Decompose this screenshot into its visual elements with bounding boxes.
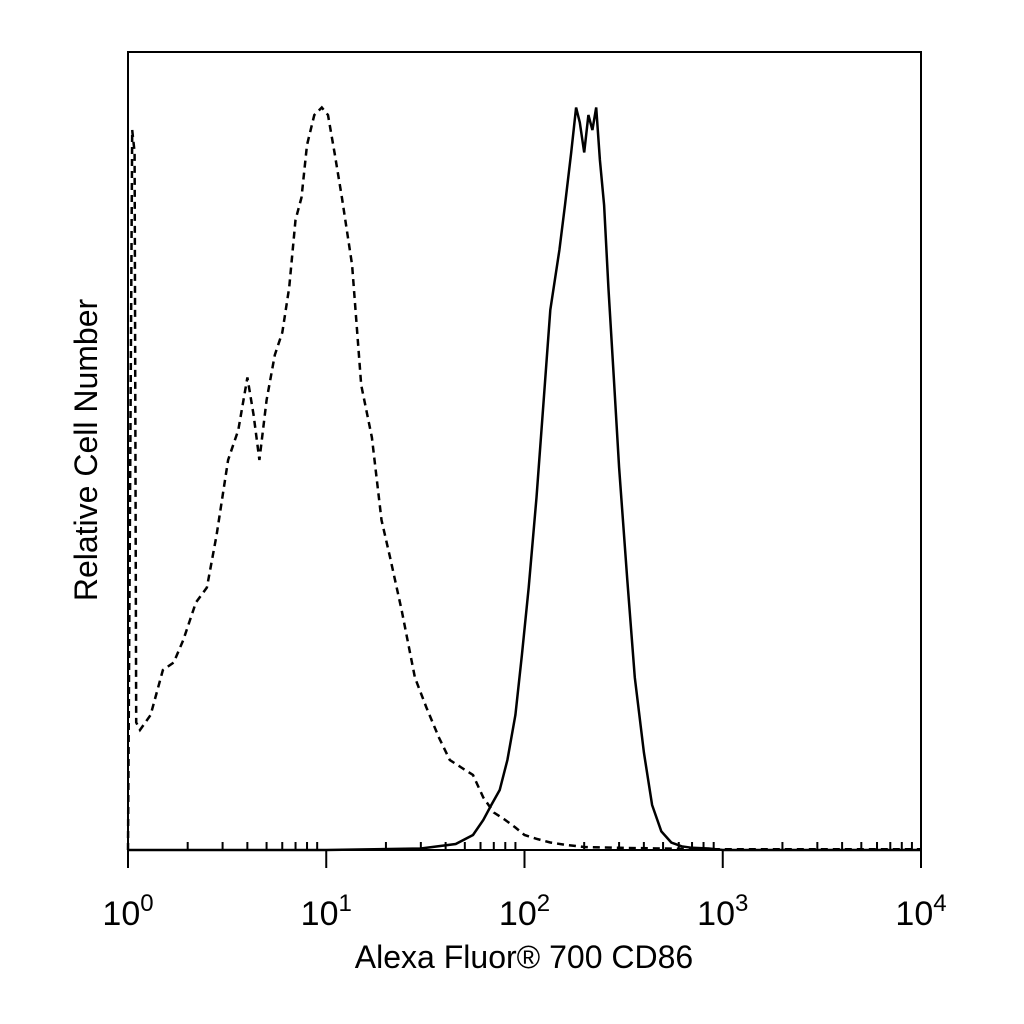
x-tick-label: 100 — [102, 890, 153, 933]
solid-histogram-line — [128, 107, 921, 852]
plot-frame — [127, 51, 922, 851]
x-tick-label: 101 — [301, 890, 352, 933]
x-tick-label: 102 — [499, 890, 550, 933]
x-tick-labels: 100 101 102 103 104 — [102, 890, 946, 933]
x-tick-label: 103 — [697, 890, 748, 933]
x-tick-label: 104 — [895, 890, 946, 933]
x-axis-title: Alexa Fluor® 700 CD86 — [355, 939, 693, 975]
x-major-ticks — [127, 850, 922, 868]
x-minor-ticks — [186, 842, 913, 850]
series-layer — [126, 105, 921, 852]
y-axis-title: Relative Cell Number — [68, 298, 104, 601]
dashed-histogram-line — [126, 105, 921, 851]
